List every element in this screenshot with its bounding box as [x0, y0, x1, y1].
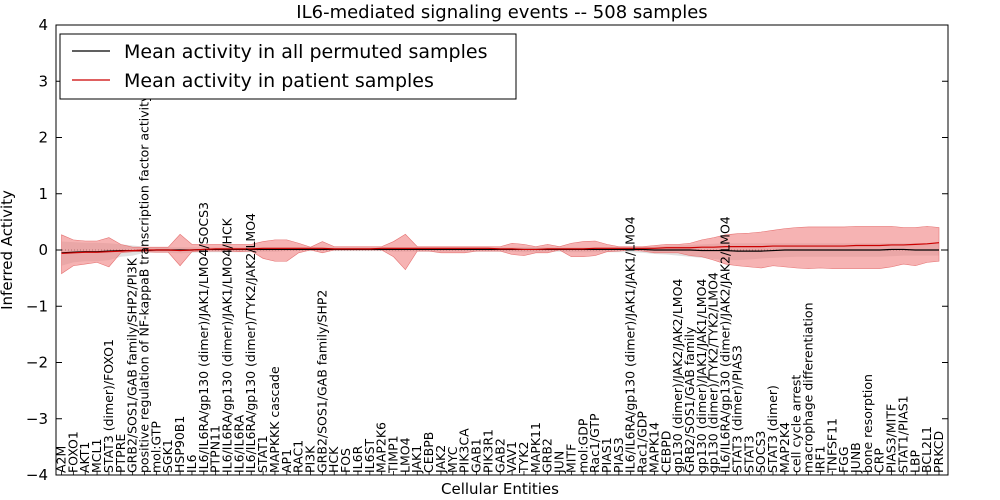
- x-tick-label: gp130 (dimer)/TYK2/TYK2/LMO4: [706, 272, 721, 473]
- x-tick-label: IL6/IL6RA/gp130 (dimer)/TYK2/JAK2/LMO4: [243, 213, 258, 473]
- x-tick-label: GAB1: [469, 438, 484, 473]
- x-tick-label: gp130 (dimer)/JAK1/JAK1/LMO4: [694, 279, 709, 473]
- x-tick-label: MCL1: [89, 439, 104, 473]
- y-axis: 4 3 2 1 0 −1 −2 −3 −4: [26, 16, 948, 484]
- x-tick-label: bone resorption: [860, 374, 875, 473]
- x-tick-label: SGK1: [160, 439, 175, 473]
- y-tick-label: −2: [26, 354, 48, 372]
- x-tick-label: GRB2/SOS1/GAB family/SHP2: [314, 290, 329, 473]
- legend-label-patient: Mean activity in patient samples: [124, 70, 434, 92]
- y-tick-label: 4: [38, 16, 48, 34]
- x-tick-label: IL6/IL6RA/gp130 (dimer)/JAK1/JAK1/LMO4: [623, 216, 638, 473]
- x-tick-label: IL6/IL6RA/gp130 (dimer)/JAK2/JAK2/LMO4: [718, 216, 733, 473]
- x-tick-label: PI3K: [303, 445, 318, 473]
- y-axis-label: Inferred Activity: [0, 190, 16, 310]
- x-tick-label: PIAS1: [599, 437, 614, 473]
- x-tick-label: MAP2K6: [374, 422, 389, 473]
- x-tick-label: TNFSF11: [824, 418, 839, 474]
- x-tick-label: PIAS3: [611, 437, 626, 473]
- x-tick-label: CEBPB: [421, 432, 436, 473]
- x-tick-label: PTPRE: [113, 434, 128, 473]
- x-tick-label: JUNB: [848, 442, 863, 474]
- y-tick-label: −4: [26, 466, 48, 484]
- x-tick-label: AP1: [279, 449, 294, 473]
- x-tick-label: SOCS3: [753, 431, 768, 473]
- x-tick-label: HSP90B1: [172, 416, 187, 473]
- x-tick-label: IL6/IL6RA/gp130 (dimer)/JAK1/LMO4/HCK: [220, 217, 235, 473]
- legend-label-permuted: Mean activity in all permuted samples: [124, 41, 487, 63]
- x-tick-label: MAPKKK cascade: [267, 366, 282, 473]
- y-tick-label: 0: [38, 241, 48, 259]
- plot-area: [56, 226, 948, 275]
- x-tick-label: PRKCD: [931, 431, 946, 473]
- x-tick-label: TYK2: [516, 442, 531, 474]
- x-tick-label: PIK3CA: [457, 428, 472, 473]
- x-tick-label: MAPK11: [528, 422, 543, 473]
- x-tick-label: gp130 (dimer)/JAK2/JAK2/LMO4: [670, 279, 685, 473]
- x-tick-label: Rac1/GDP: [635, 411, 650, 473]
- y-tick-label: −3: [26, 410, 48, 428]
- x-tick-label: positive regulation of NF-kappaB transcr…: [137, 94, 152, 473]
- x-tick-label: GRB2/SOS1/GAB family: [682, 326, 697, 473]
- x-tick-label: RAC1: [291, 440, 306, 473]
- x-tick-label: HCK: [326, 446, 341, 473]
- x-tick-label: FOS: [338, 448, 353, 473]
- x-tick-label: STAT1/PIAS1: [895, 395, 910, 473]
- legend-box: [59, 33, 517, 100]
- x-tick-label: STAT1: [255, 435, 270, 473]
- y-tick-label: 3: [38, 72, 48, 90]
- y-tick-label: 2: [38, 129, 48, 147]
- x-tick-label: VAV1: [504, 441, 519, 473]
- x-tick-label: STAT3 (dimer)/PIAS3: [729, 345, 744, 473]
- x-tick-label: MAP2K4: [777, 422, 792, 473]
- x-tick-label: mol:GDP: [575, 418, 590, 473]
- chart-title: IL6-mediated signaling events -- 508 sam…: [296, 2, 707, 23]
- x-tick-label: CRP: [872, 448, 887, 473]
- x-tick-label: IL6: [184, 454, 199, 473]
- x-tick-label: MYC: [445, 446, 460, 473]
- x-tick-label: AKT1: [77, 442, 92, 473]
- legend: Mean activity in all permuted samples Me…: [59, 33, 517, 100]
- x-tick-label: IL6ST: [362, 438, 377, 473]
- x-tick-label: LBP: [907, 449, 922, 473]
- x-tick-label: IL6/IL6RA: [231, 414, 246, 473]
- x-tick-label: MAPK14: [646, 422, 661, 473]
- x-tick-label: macrophage differentiation: [801, 302, 816, 473]
- x-tick-label: JUN: [552, 451, 567, 474]
- x-tick-label: MITF: [563, 444, 578, 473]
- x-tick-label: STAT3 (dimer)/FOXO1: [101, 339, 116, 473]
- y-tick-label: 1: [38, 185, 48, 203]
- line-patient: [61, 242, 940, 254]
- x-tick-label: STAT3 (dimer): [765, 385, 780, 473]
- x-tick-label: IRF1: [812, 445, 827, 473]
- x-tick-label: GRB2/SOS1/GAB family/SHP2/PI3K: [125, 257, 140, 473]
- x-tick-label: LMO4: [397, 437, 412, 473]
- x-tick-label: GRB2: [540, 438, 555, 473]
- x-tick-label: JAK1: [409, 445, 424, 474]
- y-tick-label: −1: [26, 297, 48, 315]
- x-tick-label: cell cycle arrest: [789, 375, 804, 473]
- x-tick-label: Rac1/GTP: [587, 413, 602, 473]
- x-tick-label: PTPN11: [208, 425, 223, 473]
- x-tick-label: STAT3: [741, 435, 756, 473]
- x-tick-label: A2M: [54, 446, 69, 473]
- x-tick-label: FGG: [836, 446, 851, 473]
- x-tick-label: FOXO1: [65, 431, 80, 473]
- x-tick-label: PIAS3/MITF: [884, 404, 899, 473]
- x-tick-label: PIK3R1: [480, 429, 495, 473]
- x-tick-label: IL6R: [350, 445, 365, 473]
- x-tick-label: GAB2: [492, 438, 507, 473]
- x-tick-label: JAK2: [433, 445, 448, 474]
- x-tick-label: IL6/IL6RA/gp130 (dimer)/JAK1/LMO4/SOCS3: [196, 202, 211, 473]
- x-tick-label: BCL2L1: [919, 426, 934, 473]
- x-tick-label: TIMP1: [386, 435, 401, 474]
- x-tick-label: CEBPD: [658, 431, 673, 473]
- x-tick-label: mol:GTP: [148, 421, 163, 473]
- x-axis-label: Cellular Entities: [441, 480, 559, 498]
